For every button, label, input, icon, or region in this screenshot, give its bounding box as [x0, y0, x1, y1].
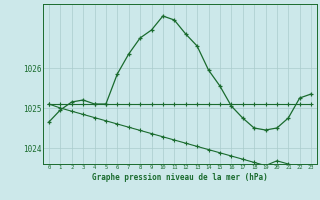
X-axis label: Graphe pression niveau de la mer (hPa): Graphe pression niveau de la mer (hPa) — [92, 173, 268, 182]
